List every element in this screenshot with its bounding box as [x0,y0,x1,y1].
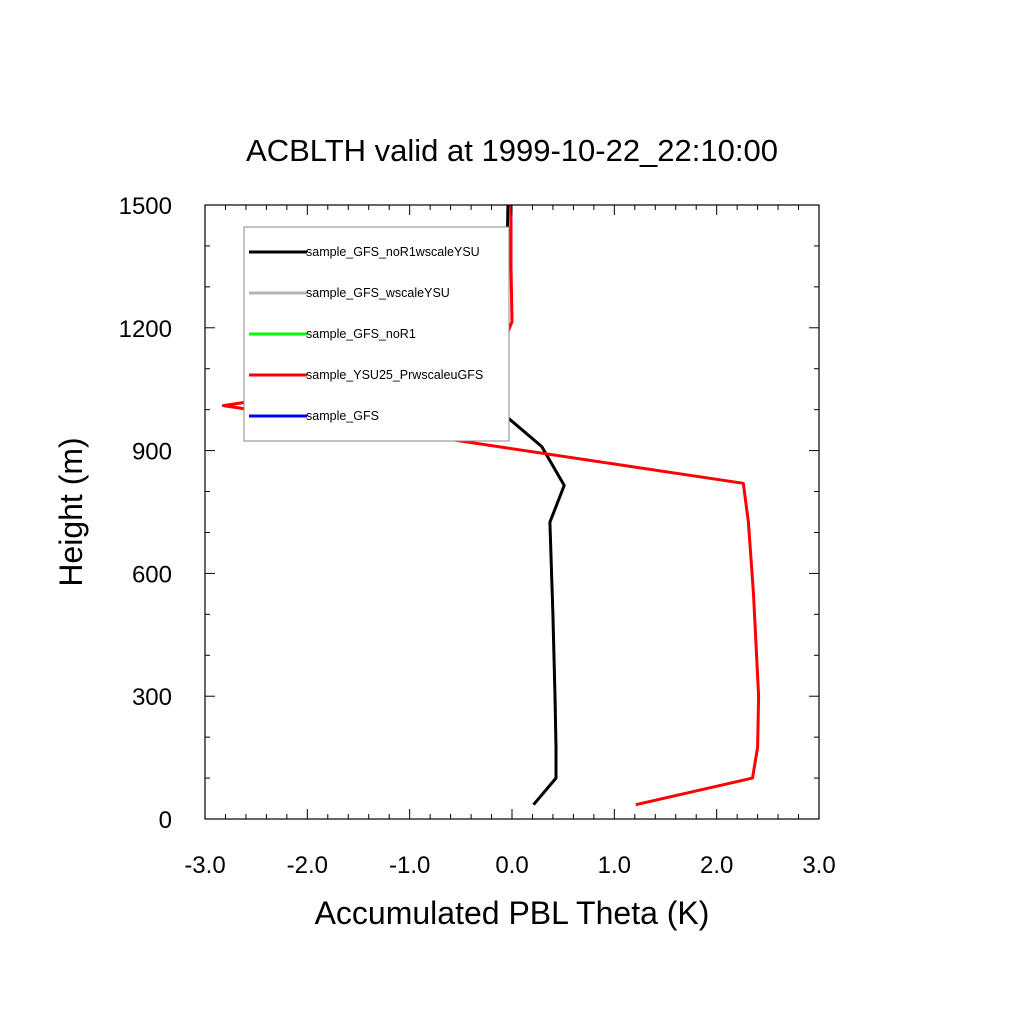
x-tick-label: 0.0 [495,852,528,879]
x-tick-label: -2.0 [287,852,328,879]
y-axis-label: Height (m) [53,437,89,586]
legend-label: sample_GFS_noR1 [306,327,416,341]
legend: sample_GFS_noR1wscaleYSU sample_GFS_wscal… [243,226,510,442]
ticks-layer: -3.0 -2.0 -1.0 0.0 1.0 2.0 3.0 0 300 600 900 1200 15… [119,193,836,879]
x-tick-label: 2.0 [700,852,733,879]
y-tick-label: 1500 [119,193,172,220]
y-tick-label: 1200 [119,316,172,343]
x-tick-label: 3.0 [802,852,835,879]
chart-title: ACBLTH valid at 1999-10-22_22:10:00 [246,133,778,168]
x-tick-label: 1.0 [598,852,631,879]
legend-label: sample_YSU25_PrwscaleuGFS [306,368,483,382]
x-tick-label: -3.0 [184,852,225,879]
y-tick-label: 900 [132,439,172,466]
legend-label: sample_GFS [306,409,379,423]
x-axis-label: Accumulated PBL Theta (K) [315,895,710,931]
y-tick-label: 0 [159,807,172,834]
y-tick-label: 300 [132,684,172,711]
series-line-1 [221,205,761,807]
legend-label: sample_GFS_wscaleYSU [306,286,450,300]
x-tick-label: -1.0 [389,852,430,879]
legend-label: sample_GFS_noR1wscaleYSU [306,245,480,259]
y-tick-label: 600 [132,561,172,588]
